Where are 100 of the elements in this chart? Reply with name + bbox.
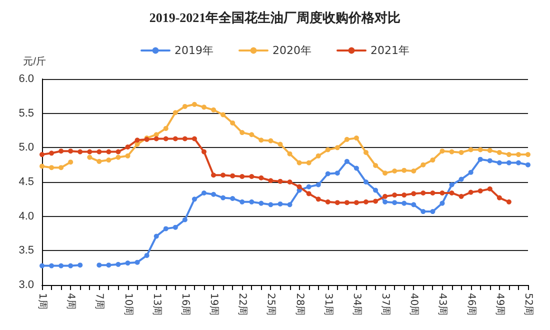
point <box>278 178 283 184</box>
point <box>458 176 464 182</box>
x-tick-label: 10周 <box>122 293 134 316</box>
point <box>240 174 245 180</box>
point <box>211 172 216 178</box>
point <box>58 148 64 154</box>
point <box>411 191 416 196</box>
point <box>478 147 483 152</box>
point <box>296 184 302 190</box>
point <box>40 152 44 158</box>
x-tick-label: 22周 <box>236 293 248 316</box>
point <box>449 149 454 154</box>
point <box>192 102 197 107</box>
point <box>334 200 340 206</box>
point <box>49 263 54 268</box>
point <box>58 263 64 268</box>
y-tick-label: 5.0 <box>18 142 34 154</box>
point <box>334 170 340 176</box>
y-tick-label: 3.0 <box>18 279 34 291</box>
point <box>202 190 206 196</box>
point <box>354 166 359 171</box>
point <box>106 262 112 268</box>
point <box>487 186 492 192</box>
y-tick-label: 5.5 <box>18 107 34 120</box>
point <box>316 153 321 158</box>
x-tick-label: 1周 <box>36 293 48 310</box>
point <box>163 226 168 232</box>
point <box>125 144 130 150</box>
point <box>87 154 92 160</box>
point <box>134 260 140 265</box>
point <box>220 112 226 118</box>
point <box>220 172 226 178</box>
point <box>258 175 264 180</box>
point <box>68 148 74 154</box>
point <box>430 158 436 163</box>
point <box>211 107 216 112</box>
point <box>202 104 206 110</box>
point <box>249 174 254 180</box>
x-tick-label: 46周 <box>465 293 476 316</box>
point <box>402 168 407 173</box>
point <box>354 136 359 141</box>
point <box>154 234 159 239</box>
point <box>344 158 350 164</box>
point <box>458 150 464 155</box>
point <box>49 150 54 156</box>
point <box>440 148 445 154</box>
point <box>78 149 83 154</box>
x-tick-label: 43周 <box>436 293 448 316</box>
point <box>334 145 340 150</box>
point <box>258 200 264 206</box>
point <box>296 160 302 166</box>
point <box>325 171 330 176</box>
point <box>49 165 54 170</box>
point <box>287 180 292 184</box>
y-tick-label: 4.0 <box>18 210 34 222</box>
point <box>420 162 426 168</box>
point <box>420 209 426 214</box>
point <box>325 199 330 204</box>
x-tick-label: 31周 <box>322 293 334 316</box>
point <box>382 194 388 199</box>
point <box>392 168 398 174</box>
point <box>116 154 121 160</box>
point <box>306 160 312 166</box>
point <box>106 149 112 154</box>
point <box>496 150 502 155</box>
point <box>373 198 378 204</box>
point <box>402 192 407 198</box>
point <box>478 188 483 194</box>
point <box>163 126 168 131</box>
point <box>344 136 350 142</box>
point <box>496 195 502 200</box>
point <box>392 192 398 198</box>
chart-title: 2019-2021年全国花生油厂周度收购价格对比 <box>149 10 401 25</box>
point <box>230 120 236 126</box>
point <box>468 190 474 195</box>
point <box>230 196 236 201</box>
x-tick-label: 19周 <box>208 293 220 316</box>
x-tick-label: 13周 <box>150 293 162 316</box>
point <box>278 142 283 147</box>
point <box>268 138 274 144</box>
point <box>144 252 150 258</box>
point <box>125 153 130 158</box>
y-tick-label: 4.5 <box>18 176 34 188</box>
point <box>182 217 188 222</box>
point <box>192 196 197 202</box>
point <box>268 178 274 184</box>
point <box>249 132 254 138</box>
x-tick-label: 34周 <box>350 293 362 316</box>
point <box>268 202 274 208</box>
point <box>68 263 74 268</box>
point <box>411 168 416 174</box>
point <box>240 130 245 136</box>
point <box>278 201 283 206</box>
point <box>468 170 474 175</box>
x-tick-label: 7周 <box>94 293 105 310</box>
point <box>487 148 492 153</box>
point <box>172 136 178 142</box>
point <box>364 199 368 204</box>
point <box>154 136 159 142</box>
point <box>202 149 206 154</box>
